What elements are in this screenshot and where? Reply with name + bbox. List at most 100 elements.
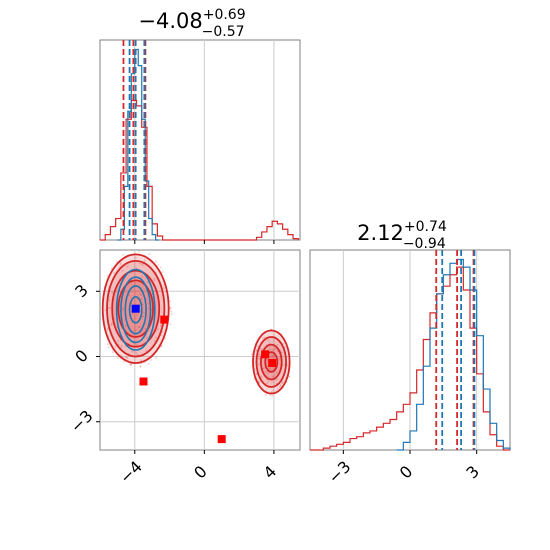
joint-sample-dot bbox=[260, 375, 263, 378]
joint-sample-dot bbox=[251, 353, 253, 356]
joint-sample-dot bbox=[274, 379, 277, 381]
joint-contour-2-0 bbox=[115, 268, 156, 351]
joint-sample-dot bbox=[134, 317, 137, 320]
joint-sample-dot bbox=[120, 346, 123, 349]
joint-sample-dot bbox=[140, 359, 143, 362]
joint-sample-dot bbox=[271, 356, 274, 358]
joint-sample-dot bbox=[143, 311, 145, 314]
marginal-y-title-sup: +0.74 bbox=[404, 219, 447, 235]
joint-sample-dot bbox=[269, 355, 271, 358]
joint-sample-dot bbox=[131, 350, 134, 352]
joint-sample-dot bbox=[163, 324, 166, 326]
joint-sample-dot bbox=[129, 364, 132, 366]
joint-sample-dot bbox=[128, 294, 131, 297]
joint-sample-dot bbox=[265, 394, 267, 396]
joint-sample-dot bbox=[106, 343, 109, 346]
joint-panel: −4 0 4 −3 0 3 bbox=[67, 249, 301, 487]
joint-sample-dot bbox=[258, 357, 260, 360]
joint-sample-dot bbox=[134, 329, 137, 331]
joint-sample-dot bbox=[257, 353, 260, 356]
joint-sample-dot bbox=[130, 363, 133, 366]
joint-sample-dot bbox=[135, 267, 138, 270]
joint-x-tick-label: −4 bbox=[116, 457, 146, 487]
joint-contour-2-3 bbox=[128, 295, 143, 324]
joint-sample-dot bbox=[159, 324, 162, 327]
joint-sample-dot bbox=[144, 328, 147, 330]
joint-sample-dot bbox=[111, 322, 113, 324]
joint-sample-dot bbox=[159, 266, 162, 269]
joint-sample-dot bbox=[114, 345, 117, 348]
joint-sample-dot bbox=[272, 389, 275, 392]
joint-sample-dot bbox=[110, 267, 113, 270]
marginal-x-histogram-0 bbox=[100, 99, 299, 241]
joint-sample-dot bbox=[169, 306, 172, 309]
joint-sample-dot bbox=[141, 264, 144, 267]
marginal-x-panel: −4.08+0.69 −0.57 bbox=[99, 7, 301, 244]
joint-sample-dot bbox=[271, 391, 273, 393]
joint-sample-dot bbox=[139, 365, 142, 368]
joint-sample-dot bbox=[146, 281, 148, 283]
joint-sample-dot bbox=[138, 326, 141, 328]
marginal-y-title-value: 2.12 bbox=[357, 221, 404, 245]
joint-y-tick-labels: −3 0 3 bbox=[67, 281, 97, 437]
joint-sample-dot bbox=[121, 344, 123, 347]
marginal-x-title: −4.08+0.69 −0.57 bbox=[138, 7, 245, 40]
joint-sample-dot bbox=[286, 364, 289, 367]
marginal-y-tick-labels: −3 0 3 bbox=[324, 457, 483, 487]
joint-sample-dot bbox=[157, 264, 160, 266]
joint-sample-dot bbox=[148, 330, 150, 332]
joint-sample-dot bbox=[141, 315, 144, 318]
joint-y-tick-label: 3 bbox=[71, 281, 92, 302]
joint-sample-dot bbox=[267, 372, 270, 374]
marginal-y-panel: −3 0 3 2.12+0.74 −0.94 bbox=[309, 219, 511, 487]
joint-point-blue bbox=[131, 304, 140, 313]
joint-sample-dot bbox=[155, 336, 158, 339]
marginal-y-tick-label: −3 bbox=[324, 457, 354, 487]
joint-sample-dot bbox=[271, 380, 273, 382]
joint-sample-dot bbox=[257, 380, 260, 382]
joint-sample-dot bbox=[131, 313, 134, 315]
joint-sample-dot bbox=[261, 348, 264, 350]
joint-sample-dot bbox=[288, 375, 291, 378]
joint-sample-dot bbox=[110, 323, 113, 326]
joint-sample-dot bbox=[154, 260, 157, 263]
joint-sample-dot bbox=[269, 394, 272, 397]
joint-sample-dot bbox=[147, 302, 150, 305]
joint-point-red bbox=[217, 435, 226, 444]
joint-sample-dot bbox=[153, 279, 156, 282]
joint-sample-dot bbox=[268, 367, 271, 370]
marginal-y-tick-label: 3 bbox=[462, 462, 483, 483]
joint-sample-dot bbox=[265, 371, 267, 373]
joint-sample-dot bbox=[117, 343, 120, 346]
joint-sample-dot bbox=[262, 337, 265, 339]
joint-sample-dot bbox=[258, 355, 261, 358]
joint-sample-dot bbox=[136, 339, 138, 341]
joint-sample-dot bbox=[139, 293, 142, 295]
joint-point-red bbox=[268, 359, 277, 367]
joint-sample-dot bbox=[143, 259, 146, 261]
joint-sample-dot bbox=[161, 271, 164, 273]
marginal-x-quantile-lines bbox=[122, 40, 147, 240]
joint-sample-dot bbox=[266, 382, 268, 385]
marginal-x-title-sub: −0.57 bbox=[202, 24, 245, 40]
joint-sample-dot bbox=[147, 307, 150, 310]
joint-sample-dot bbox=[111, 292, 114, 294]
joint-sample-dot bbox=[135, 314, 138, 316]
joint-sample-dot bbox=[122, 307, 124, 309]
joint-sample-dot bbox=[279, 384, 282, 387]
joint-y-tick-label: −3 bbox=[67, 406, 97, 436]
joint-sample-dot bbox=[145, 350, 148, 353]
joint-sample-dot bbox=[140, 294, 143, 296]
joint-x-tick-labels: −4 0 4 bbox=[116, 457, 281, 487]
joint-sample-dot bbox=[267, 339, 270, 342]
joint-sample-dot bbox=[140, 298, 143, 300]
joint-sample-dot bbox=[258, 363, 260, 366]
joint-contour-2-2 bbox=[124, 285, 147, 335]
joint-point-red bbox=[261, 350, 270, 359]
joint-point-red bbox=[160, 315, 169, 324]
joint-sample-dot bbox=[276, 343, 279, 346]
joint-sample-dot bbox=[278, 358, 281, 360]
joint-sample-dot bbox=[122, 360, 125, 363]
marginal-y-histogram-0 bbox=[310, 266, 510, 451]
joint-sample-dot bbox=[108, 299, 110, 302]
